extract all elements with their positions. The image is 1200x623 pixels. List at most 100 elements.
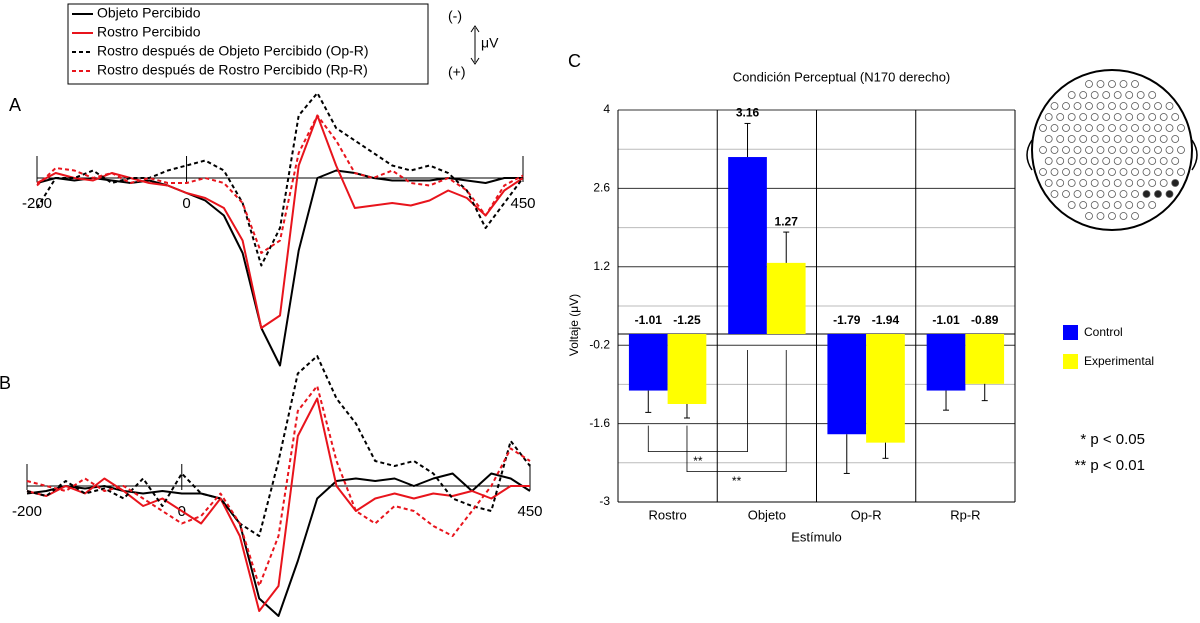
- electrode: [1171, 179, 1180, 187]
- electrode: [1056, 179, 1065, 187]
- electrode: [1056, 113, 1065, 121]
- electrode: [1067, 201, 1076, 209]
- electrode: [1154, 146, 1162, 154]
- electrode: [1096, 190, 1105, 198]
- legend-label: Experimental: [1084, 354, 1154, 368]
- electrode: [1148, 157, 1157, 165]
- electrode: [1079, 179, 1088, 187]
- electrode: [1177, 168, 1185, 176]
- x-tick-label: Rp-R: [950, 507, 980, 522]
- electrode: [1073, 190, 1082, 198]
- electrode: [1131, 212, 1139, 220]
- electrode: [1050, 168, 1059, 176]
- x-tick-label: Objeto: [748, 507, 786, 522]
- x-axis-title: Estímulo: [791, 529, 842, 544]
- electrode: [1108, 212, 1116, 220]
- electrode: [1039, 124, 1047, 132]
- electrode: [1165, 146, 1174, 154]
- electrode: [1165, 168, 1174, 176]
- electrode: [1085, 146, 1093, 154]
- electrode: [1119, 102, 1128, 110]
- electrode: [1067, 135, 1076, 143]
- electrode: [1125, 113, 1134, 121]
- electrode: [1125, 157, 1134, 165]
- legend-label: Rostro después de Rostro Percibido (Rp-R…: [97, 62, 368, 78]
- electrode: [1056, 135, 1065, 143]
- electrode: [1136, 157, 1145, 165]
- electrode: [1085, 102, 1093, 110]
- electrode: [1067, 91, 1076, 99]
- electrode: [1125, 135, 1134, 143]
- electrode: [1136, 201, 1145, 209]
- electrode: [1171, 157, 1180, 165]
- electrode: [1096, 168, 1105, 176]
- electrode: [1119, 190, 1128, 198]
- electrode: [1073, 146, 1082, 154]
- electrode: [1177, 146, 1185, 154]
- bar: [728, 157, 767, 334]
- electrode: [1039, 146, 1047, 154]
- electrode: [1044, 113, 1053, 121]
- electrode: [1079, 201, 1088, 209]
- electrode: [1148, 91, 1157, 99]
- electrode: [1119, 124, 1128, 132]
- electrode: [1067, 157, 1076, 165]
- electrode: [1085, 212, 1093, 220]
- electrode: [1136, 179, 1145, 187]
- electrode: [1050, 190, 1059, 198]
- x-tick-label: 450: [510, 195, 535, 212]
- electrode: [1108, 190, 1116, 198]
- erp-line: [36, 92, 524, 267]
- value-label: -1.01: [635, 313, 663, 327]
- electrode: [1165, 190, 1174, 198]
- y-tick-label: 1.2: [593, 259, 610, 273]
- electrode: [1108, 146, 1116, 154]
- electrode: [1113, 113, 1122, 121]
- x-tick-label: Rostro: [648, 507, 686, 522]
- y-tick-label: -0.2: [589, 337, 610, 351]
- value-label: -1.94: [872, 313, 900, 327]
- electrode: [1159, 179, 1168, 187]
- electrode: [1067, 179, 1076, 187]
- x-tick-label: -200: [22, 195, 52, 212]
- electrode: [1136, 135, 1145, 143]
- legend-label: Objeto Percibido: [97, 5, 201, 21]
- electrode: [1131, 190, 1139, 198]
- erp-line: [26, 355, 531, 537]
- electrode: [1090, 179, 1099, 187]
- erp-line: [36, 114, 524, 254]
- electrode: [1085, 190, 1093, 198]
- arrow-heads: [470, 25, 480, 65]
- legend-label: Rostro después de Objeto Percibido (Op-R…: [97, 43, 369, 59]
- electrode: [1108, 124, 1116, 132]
- unit-label: μV: [481, 35, 499, 51]
- bar: [827, 334, 867, 435]
- legend-label: Rostro Percibido: [97, 24, 201, 40]
- bar: [866, 334, 905, 443]
- electrode: [1062, 124, 1070, 132]
- electrode: [1090, 157, 1099, 165]
- electrode: [1119, 212, 1128, 220]
- electrode: [1073, 102, 1082, 110]
- electrode: [1102, 157, 1111, 165]
- electrode: [1102, 113, 1111, 121]
- bar: [628, 334, 668, 391]
- y-axis-title: Voltaje (μV): [567, 294, 581, 356]
- electrode: [1119, 80, 1128, 88]
- bar: [766, 262, 806, 334]
- electrode: [1142, 190, 1151, 198]
- legend-box: [67, 3, 429, 85]
- electrode: [1136, 113, 1145, 121]
- electrode: [1125, 91, 1134, 99]
- electrode: [1096, 102, 1105, 110]
- electrode: [1159, 157, 1168, 165]
- electrode: [1096, 212, 1105, 220]
- legend-swatch: [1063, 354, 1078, 369]
- y-tick-label: -3: [599, 494, 610, 508]
- electrode: [1142, 168, 1151, 176]
- electrode: [1165, 102, 1174, 110]
- polarity-negative: (-): [448, 8, 462, 24]
- electrode: [1079, 157, 1088, 165]
- electrode: [1056, 157, 1065, 165]
